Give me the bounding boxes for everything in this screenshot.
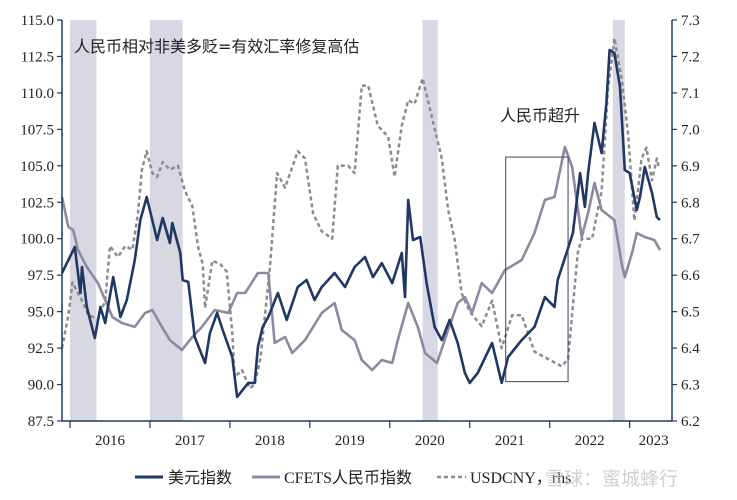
x-tick-label: 2018 bbox=[255, 433, 285, 449]
axes: 87.5 90.0 92.5 95.0 97.5 100.0 102.5 105.0 107.5… bbox=[20, 13, 700, 449]
y-left-tick-label: 105.0 bbox=[20, 159, 54, 175]
x-tick-label: 2017 bbox=[175, 433, 206, 449]
y-left-tick-label: 100.0 bbox=[20, 232, 54, 248]
series-line-1 bbox=[60, 145, 662, 372]
top-annotation: 人民币相对非美多贬=有效汇率修复高估 bbox=[74, 37, 359, 56]
series-line-2 bbox=[60, 36, 660, 390]
x-tick-label: 2021 bbox=[495, 433, 525, 449]
y-left-tick-label: 95.0 bbox=[28, 305, 54, 321]
legend-label-usd-index: 美元指数 bbox=[168, 469, 232, 487]
series-line-0 bbox=[60, 48, 661, 399]
y-right-tick-label: 6.9 bbox=[681, 159, 700, 175]
y-left-tick-label: 87.5 bbox=[28, 414, 54, 430]
watermark-logo: 雪球：蜜城蜂行 bbox=[545, 468, 678, 490]
y-left-tick-label: 90.0 bbox=[28, 378, 54, 394]
shaded-period bbox=[612, 20, 625, 421]
y-left-tick-label: 115.0 bbox=[21, 13, 54, 29]
y-left-tick-label: 102.5 bbox=[20, 195, 54, 211]
series-lines bbox=[60, 36, 662, 399]
y-right-tick-label: 6.3 bbox=[681, 378, 700, 394]
y-right-tick-label: 6.6 bbox=[681, 268, 700, 284]
y-right-tick-label: 6.2 bbox=[681, 414, 700, 430]
y-right-tick-label: 6.4 bbox=[681, 341, 700, 357]
y-right-tick-label: 7.1 bbox=[681, 86, 700, 102]
x-tick-label: 2023 bbox=[639, 433, 669, 449]
legend: 美元指数 CFETS人民币指数 USDCNY，rhs bbox=[135, 469, 571, 487]
y-left-tick-label: 112.5 bbox=[21, 49, 54, 65]
y-right-tick-label: 6.5 bbox=[681, 305, 700, 321]
y-left-tick-label: 92.5 bbox=[28, 341, 54, 357]
y-right-tick-label: 6.8 bbox=[681, 195, 700, 211]
annotation-box bbox=[505, 156, 569, 383]
annotation-box-label: 人民币超升 bbox=[500, 106, 580, 125]
y-left-tick-label: 107.5 bbox=[20, 122, 54, 138]
y-left-tick-label: 110.0 bbox=[21, 86, 54, 102]
x-tick-label: 2016 bbox=[95, 433, 126, 449]
x-tick-label: 2020 bbox=[415, 433, 445, 449]
shaded-period bbox=[149, 20, 183, 421]
x-tick-label: 2022 bbox=[575, 433, 605, 449]
legend-label-usdcny: USDCNY，rhs bbox=[470, 470, 571, 487]
legend-label-cfets: CFETS人民币指数 bbox=[284, 469, 412, 487]
y-right-tick-label: 6.7 bbox=[681, 232, 700, 248]
y-left-tick-label: 97.5 bbox=[28, 268, 54, 284]
y-right-tick-label: 7.3 bbox=[681, 13, 700, 29]
shaded-periods bbox=[69, 20, 625, 421]
shaded-period bbox=[69, 20, 97, 421]
y-right-tick-label: 7.2 bbox=[681, 49, 700, 65]
x-tick-label: 2019 bbox=[335, 433, 365, 449]
y-right-tick-label: 7.0 bbox=[681, 122, 700, 138]
